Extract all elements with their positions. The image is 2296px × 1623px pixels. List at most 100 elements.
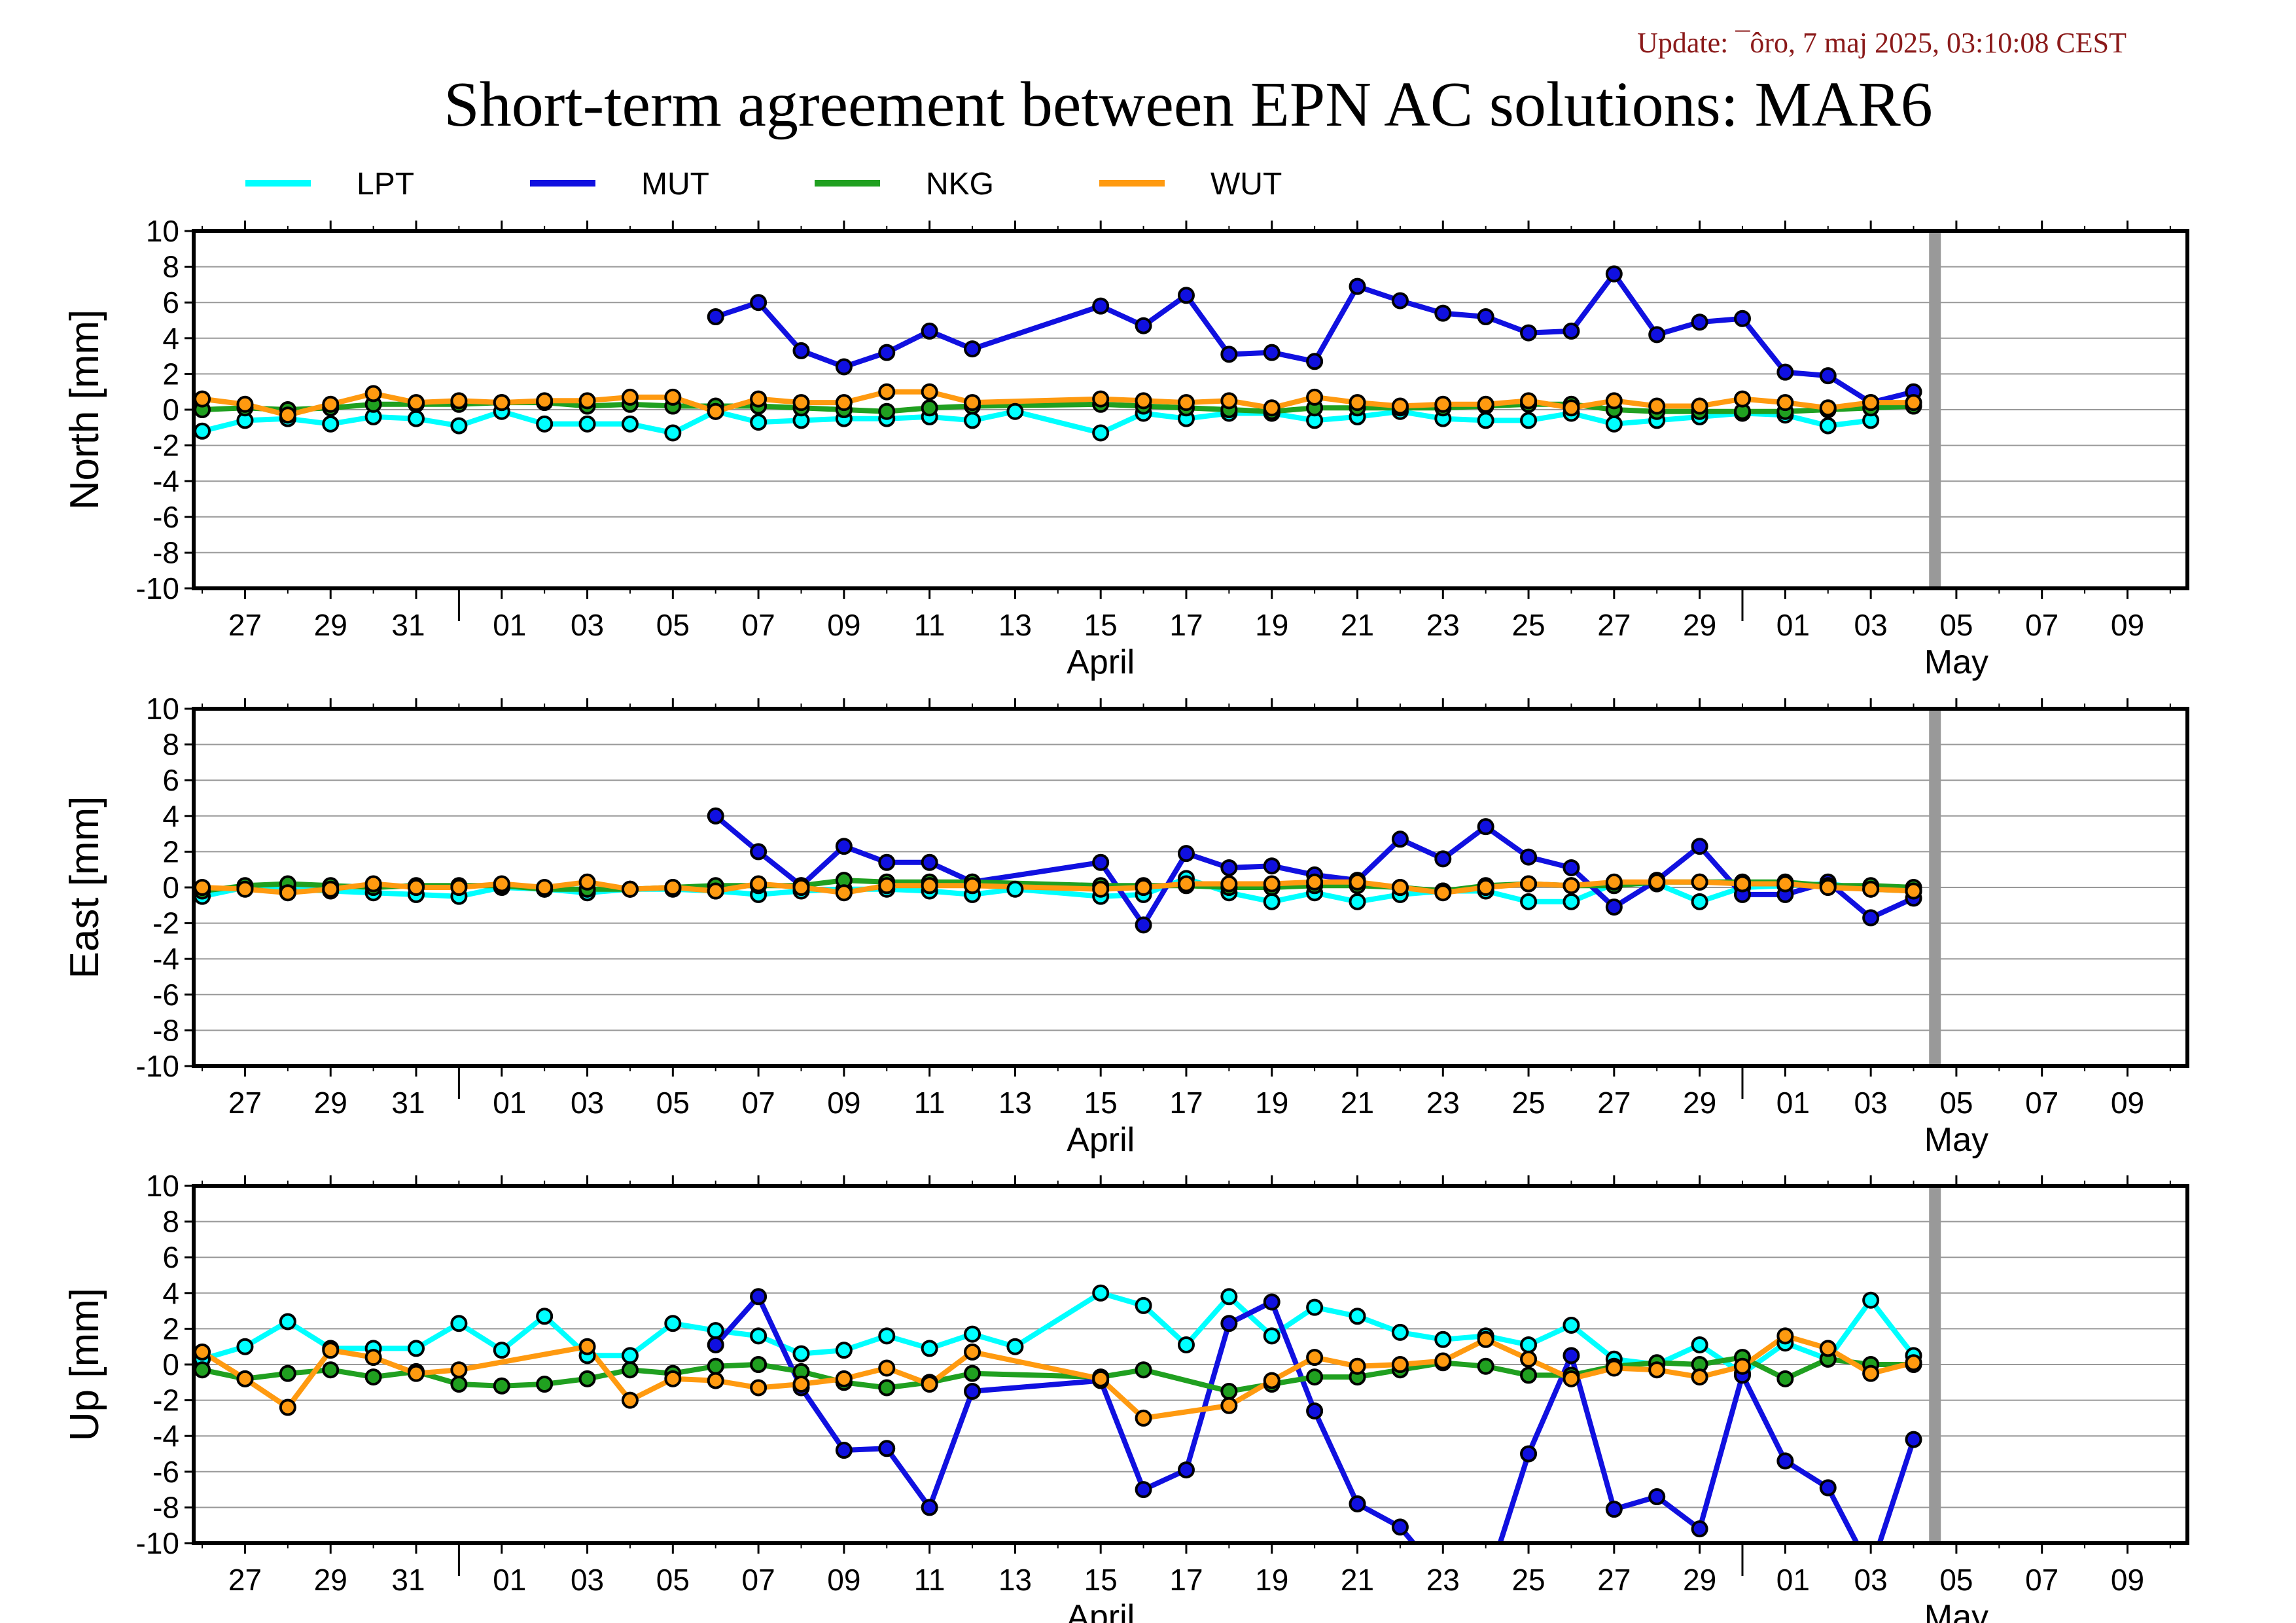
x-tick-label: 23 [1426, 1086, 1460, 1120]
y-tick-label: -2 [152, 1383, 179, 1418]
point-mut [750, 294, 768, 312]
point-mut [1306, 353, 1324, 370]
point-wut [1220, 875, 1238, 893]
point-lpt [450, 1315, 468, 1332]
x-tick-label: 01 [493, 608, 526, 642]
x-tick-label: 27 [228, 1563, 262, 1597]
point-wut [1177, 875, 1195, 893]
point-mut [1691, 1520, 1708, 1538]
point-wut [664, 1370, 682, 1387]
point-mut [1563, 322, 1580, 340]
x-tick-label: 05 [656, 608, 690, 642]
x-tick-label: 09 [827, 1563, 860, 1597]
point-mut [750, 1288, 768, 1306]
point-lpt [750, 414, 768, 431]
x-tick-label: 15 [1084, 1086, 1118, 1120]
x-tick-label: 27 [228, 1086, 262, 1120]
x-tick-label: 15 [1084, 608, 1118, 642]
point-mut [707, 308, 724, 326]
x-tick-label: 19 [1255, 1086, 1288, 1120]
point-wut [1776, 875, 1794, 893]
point-wut [1819, 399, 1837, 417]
point-wut [664, 388, 682, 406]
point-mut [1220, 1315, 1238, 1332]
point-lpt [621, 415, 639, 433]
point-mut [1177, 1461, 1195, 1479]
x-tick-label: 07 [2025, 608, 2058, 642]
point-wut [750, 875, 768, 893]
point-wut [1477, 879, 1494, 896]
x-tick-label: 11 [914, 608, 945, 642]
point-wut [493, 394, 510, 412]
point-wut [450, 879, 468, 896]
point-lpt [1006, 1338, 1024, 1355]
point-wut [1520, 392, 1538, 410]
series-group [194, 807, 1922, 934]
x-tick-label: 03 [1854, 1563, 1888, 1597]
point-lpt [1391, 1323, 1409, 1341]
point-nkg [450, 1376, 468, 1393]
point-lpt [408, 410, 425, 427]
chart-title: Short-term agreement between EPN AC solu… [444, 69, 1933, 140]
point-wut [322, 1342, 340, 1359]
point-lpt [1434, 1330, 1452, 1348]
x-tick-label: 03 [1854, 1086, 1888, 1120]
point-wut [1391, 397, 1409, 415]
y-tick-label: 4 [162, 1276, 179, 1310]
point-wut [1092, 880, 1110, 898]
point-mut [921, 1499, 938, 1516]
point-wut [1605, 873, 1623, 891]
point-wut [1220, 392, 1238, 410]
point-wut [1349, 394, 1366, 412]
point-wut [792, 1376, 810, 1393]
point-lpt [1691, 893, 1708, 910]
point-lpt [493, 1342, 510, 1359]
point-nkg [621, 1361, 639, 1379]
y-tick-label: 8 [162, 1205, 179, 1239]
point-nkg [536, 1376, 554, 1393]
x-tick-label: 05 [1939, 1563, 1973, 1597]
point-wut [236, 395, 254, 413]
point-mut [1520, 324, 1538, 342]
y-tick-label: 0 [162, 870, 179, 904]
point-lpt [1520, 893, 1538, 910]
plot-frame [192, 1184, 2189, 1545]
point-wut [835, 394, 853, 412]
point-mut [1605, 899, 1623, 916]
x-tick-label: 25 [1511, 1086, 1545, 1120]
point-nkg [878, 402, 896, 420]
point-wut [1306, 1349, 1324, 1366]
y-tick-label: 4 [162, 799, 179, 833]
x-tick-label: 01 [1776, 1563, 1810, 1597]
point-lpt [1006, 402, 1024, 420]
point-wut [194, 879, 211, 896]
x-tick-label: 27 [1597, 1563, 1631, 1597]
point-nkg [878, 1379, 896, 1397]
point-lpt [964, 1325, 981, 1343]
point-mut [1092, 853, 1110, 871]
x-tick-label: 03 [1854, 608, 1888, 642]
y-axis-label: East [mm] [62, 796, 107, 978]
point-wut [1220, 1397, 1238, 1414]
point-wut [921, 383, 938, 401]
point-mut [1691, 313, 1708, 331]
point-lpt [1349, 1308, 1366, 1325]
point-wut [707, 882, 724, 900]
point-wut [1648, 873, 1666, 891]
point-wut [1520, 875, 1538, 893]
series-group [194, 1284, 1922, 1543]
point-mut [1263, 1293, 1280, 1311]
plot-frame [192, 229, 2189, 590]
point-wut [1605, 392, 1623, 410]
point-wut [1477, 395, 1494, 413]
point-wut [1776, 394, 1794, 412]
point-mut [750, 843, 768, 861]
point-nkg [1477, 1357, 1494, 1375]
y-axis-label: North [mm] [62, 310, 107, 510]
point-lpt [1563, 893, 1580, 910]
x-tick-label: 07 [742, 1563, 775, 1597]
plot-frame [192, 707, 2189, 1068]
point-wut [1520, 1350, 1538, 1368]
point-wut [1434, 1352, 1452, 1370]
point-lpt [964, 412, 981, 429]
